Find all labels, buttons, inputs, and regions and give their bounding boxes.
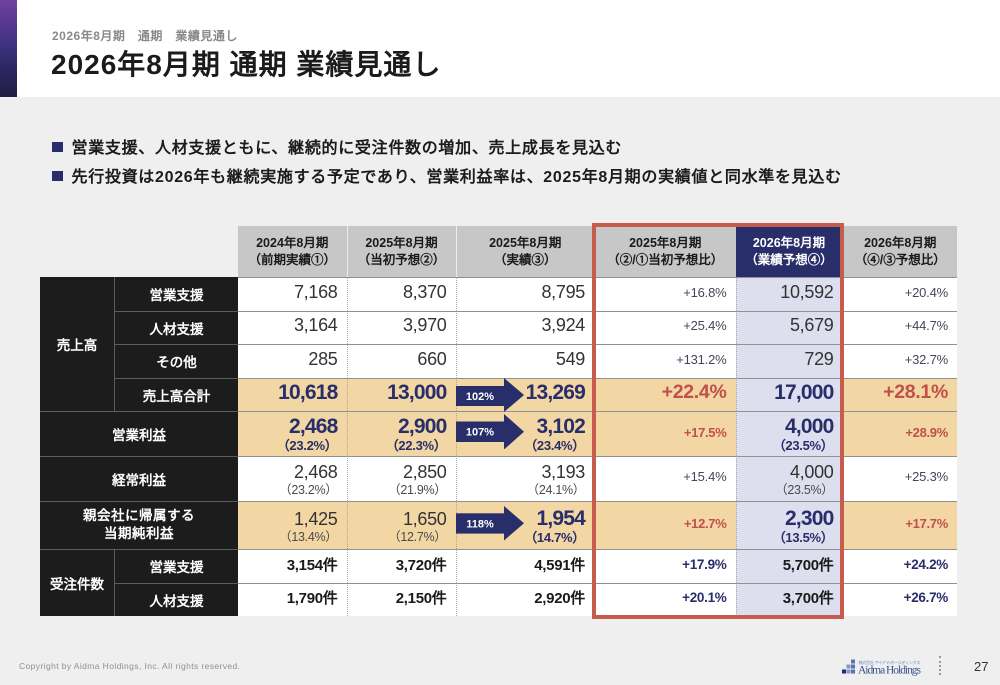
svg-text:118%: 118% [466, 518, 494, 530]
svg-text:102%: 102% [466, 391, 494, 403]
svg-text:株式会社 アイドマ・ホールディングス: 株式会社 アイドマ・ホールディングス [859, 659, 921, 666]
svg-text:Aidma Holdings: Aidma Holdings [858, 665, 922, 677]
svg-text:107%: 107% [466, 426, 494, 438]
